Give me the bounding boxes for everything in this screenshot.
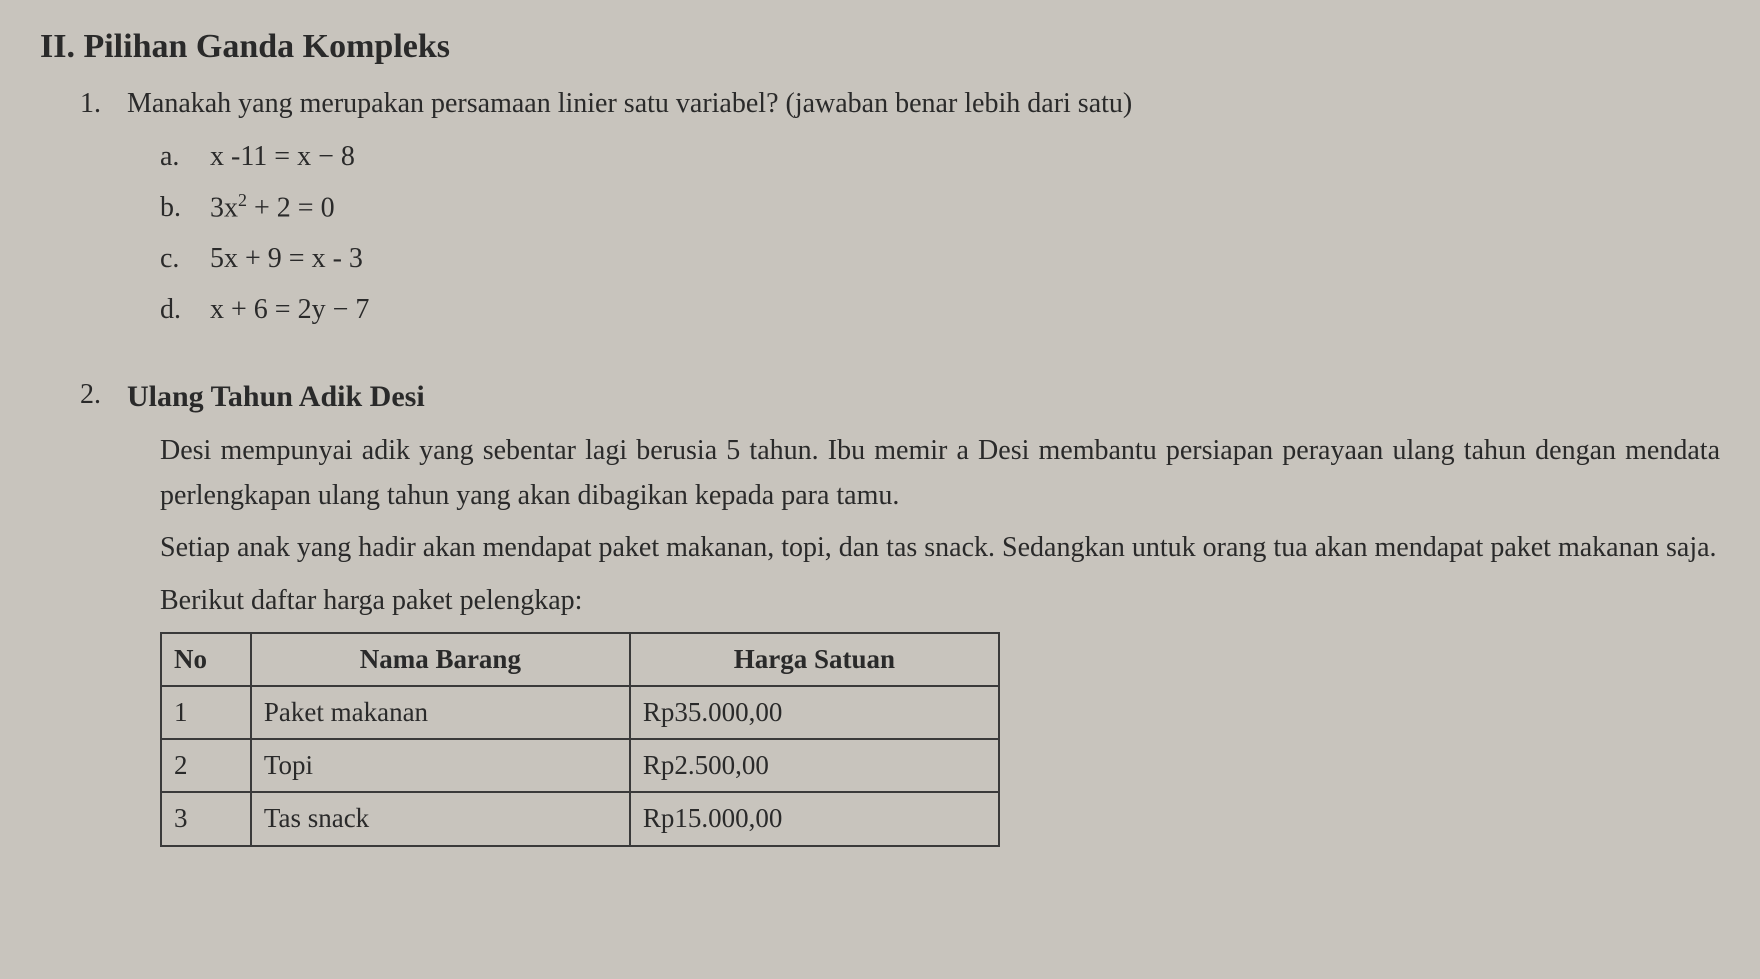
question-2: 2. Ulang Tahun Adik Desi Desi mempunyai …: [80, 373, 1720, 847]
th-no: No: [161, 633, 251, 686]
option-b-exponent: 2: [238, 190, 247, 210]
td-harga: Rp2.500,00: [630, 739, 999, 792]
q1-number: 1.: [80, 82, 120, 127]
q1-option-c: c. 5x + 9 = x - 3: [160, 237, 1720, 282]
option-b-prefix: 3x: [210, 192, 238, 223]
option-letter: c.: [160, 237, 210, 282]
option-letter: a.: [160, 135, 210, 180]
q2-para1: Desi mempunyai adik yang sebentar lagi b…: [160, 429, 1720, 519]
q1-text: Manakah yang merupakan persamaan linier …: [127, 88, 1132, 119]
q1-option-d: d. x + 6 = 2y − 7: [160, 288, 1720, 333]
q2-body: Desi mempunyai adik yang sebentar lagi b…: [160, 429, 1720, 847]
td-nama: Paket makanan: [251, 686, 630, 739]
option-content: x + 6 = 2y − 7: [210, 288, 1720, 333]
td-harga: Rp35.000,00: [630, 686, 999, 739]
td-harga: Rp15.000,00: [630, 792, 999, 845]
q1-options: a. x -11 = x − 8 b. 3x2 + 2 = 0 c. 5x + …: [160, 135, 1720, 333]
option-letter: b.: [160, 186, 210, 231]
th-nama: Nama Barang: [251, 633, 630, 686]
q1-option-b: b. 3x2 + 2 = 0: [160, 186, 1720, 231]
section-header: II. Pilihan Ganda Kompleks: [40, 20, 1720, 74]
td-nama: Tas snack: [251, 792, 630, 845]
option-content: 5x + 9 = x - 3: [210, 237, 1720, 282]
option-content: x -11 = x − 8: [210, 135, 1720, 180]
q2-number: 2.: [80, 373, 120, 418]
table-row: 1 Paket makanan Rp35.000,00: [161, 686, 999, 739]
table-row: 3 Tas snack Rp15.000,00: [161, 792, 999, 845]
td-no: 3: [161, 792, 251, 845]
th-harga: Harga Satuan: [630, 633, 999, 686]
td-no: 2: [161, 739, 251, 792]
option-letter: d.: [160, 288, 210, 333]
option-b-suffix: + 2 = 0: [247, 192, 335, 223]
q2-para3: Berikut daftar harga paket pelengkap:: [160, 579, 1720, 624]
q2-para2: Setiap anak yang hadir akan mendapat pak…: [160, 526, 1720, 571]
td-nama: Topi: [251, 739, 630, 792]
question-1: 1. Manakah yang merupakan persamaan lini…: [80, 82, 1720, 332]
option-content: 3x2 + 2 = 0: [210, 186, 1720, 231]
td-no: 1: [161, 686, 251, 739]
price-table: No Nama Barang Harga Satuan 1 Paket maka…: [160, 632, 1000, 847]
q1-option-a: a. x -11 = x − 8: [160, 135, 1720, 180]
table-header-row: No Nama Barang Harga Satuan: [161, 633, 999, 686]
q2-title: Ulang Tahun Adik Desi: [127, 380, 425, 413]
table-row: 2 Topi Rp2.500,00: [161, 739, 999, 792]
